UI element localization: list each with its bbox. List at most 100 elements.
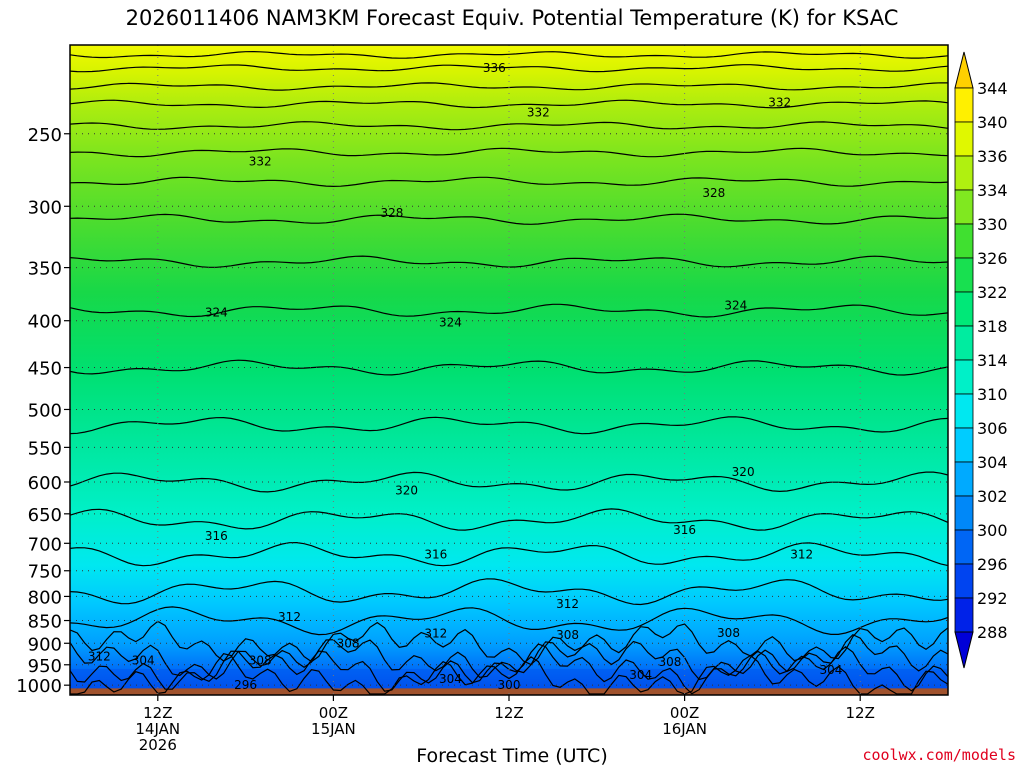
contour-label: 304 <box>132 654 155 668</box>
contour-line <box>69 50 949 59</box>
colorbar-label: 310 <box>977 385 1008 404</box>
contour-line <box>69 303 949 318</box>
y-tick-label: 900 <box>28 634 62 655</box>
colorbar-label: 302 <box>977 487 1008 506</box>
y-tick-label: 950 <box>28 656 62 677</box>
contour-label: 312 <box>790 548 813 562</box>
colorbar-segment <box>954 427 974 463</box>
contour-label: 304 <box>629 668 652 682</box>
contour-label: 332 <box>768 95 791 109</box>
contour-label: 300 <box>498 678 521 692</box>
colorbar-bottom-arrow <box>954 631 974 669</box>
contour-line <box>69 121 949 131</box>
colorbar-segment <box>954 393 974 429</box>
contour-labels: 336 332 332 332 328 328 324 324 324 320 320 316 316 3… <box>88 61 843 692</box>
contour-label: 304 <box>439 672 462 686</box>
colorbar-label: 318 <box>977 317 1008 336</box>
contour-line <box>69 176 949 188</box>
plot-frame <box>69 44 949 696</box>
colorbar-label: 326 <box>977 249 1008 268</box>
contour-label: 316 <box>424 548 447 562</box>
contour-label: 324 <box>205 306 228 320</box>
x-tick-label: 00Z <box>319 704 348 722</box>
colorbar-segment <box>954 189 974 225</box>
colorbar-segment <box>954 597 974 633</box>
y-tick-label: 300 <box>28 197 62 218</box>
colorbar-segment <box>954 121 974 157</box>
contour-label: 296 <box>234 678 257 692</box>
contour-label: 312 <box>88 649 111 663</box>
x-tick-label: 12Z <box>494 704 523 722</box>
y-tick-label: 250 <box>28 125 62 146</box>
y-tick-label: 800 <box>28 587 62 608</box>
colorbar-segment <box>954 223 974 259</box>
contour-label: 324 <box>439 316 462 330</box>
contour-label: 332 <box>527 106 550 120</box>
colorbar-segment <box>954 563 974 599</box>
y-tick-label: 600 <box>28 473 62 494</box>
contour-label: 324 <box>724 299 747 313</box>
contour-line <box>70 653 949 695</box>
contour-line <box>69 606 949 636</box>
colorbar-segment <box>954 529 974 565</box>
contour-line <box>69 359 949 376</box>
x-tick-label: 00Z <box>670 704 699 722</box>
y-tick-label: 450 <box>28 359 62 380</box>
contour-label: 304 <box>819 663 842 677</box>
colorbar-label: 296 <box>977 555 1008 574</box>
x-tick-label: 16JAN <box>662 720 707 738</box>
colorbar-segment <box>954 87 974 123</box>
contour-label: 332 <box>249 154 272 168</box>
colorbar-label: 306 <box>977 419 1008 438</box>
x-tick-label: 15JAN <box>311 720 356 738</box>
contour-label: 308 <box>249 654 272 668</box>
x-tick-label: 12Z <box>846 704 875 722</box>
contour-label: 328 <box>702 186 725 200</box>
y-tick-label: 500 <box>28 400 62 421</box>
contour-line <box>69 578 949 606</box>
colorbar-label: 344 <box>977 79 1008 98</box>
contour-line <box>69 416 949 435</box>
contour-label: 312 <box>424 626 447 640</box>
y-tick-label: 350 <box>28 259 62 280</box>
chart-title: 2026011406 NAM3KM Forecast Equiv. Potent… <box>125 6 899 30</box>
colorbar-label: 314 <box>977 351 1008 370</box>
colorbar-segment <box>954 325 974 361</box>
y-tick-label: 400 <box>28 312 62 333</box>
colorbar-top-arrow <box>954 51 974 89</box>
contour-label: 308 <box>556 628 579 642</box>
colorbar-label: 334 <box>977 181 1008 200</box>
colorbar-label: 322 <box>977 283 1008 302</box>
contour-label: 312 <box>556 597 579 611</box>
contour-line <box>69 541 949 567</box>
y-tick-label: 850 <box>28 612 62 633</box>
x-axis-title: Forecast Time (UTC) <box>416 745 608 767</box>
contour-label: 316 <box>205 529 228 543</box>
contour-label: 320 <box>395 484 418 498</box>
x-tick-label: 2026 <box>139 736 177 754</box>
y-tick-label: 650 <box>28 505 62 526</box>
colorbar-label: 340 <box>977 113 1008 132</box>
contour-label: 308 <box>659 655 682 669</box>
contour-label: 328 <box>380 206 403 220</box>
contour-label: 316 <box>673 523 696 537</box>
contour-label: 312 <box>278 610 301 624</box>
contour-line <box>69 147 949 158</box>
colorbar-segment <box>954 359 974 395</box>
y-axis: 2503003504004505005506006507007508008509… <box>16 125 70 697</box>
colorbar-segment <box>954 155 974 191</box>
contour-label: 336 <box>483 61 506 75</box>
colorbar-label: 300 <box>977 521 1008 540</box>
colorbar-label: 330 <box>977 215 1008 234</box>
colorbar: 344 340 336 334 330 326 322 318 314 310 306 304 302 3… <box>954 51 1008 669</box>
contour-line <box>69 633 949 681</box>
colorbar-segment <box>954 291 974 327</box>
contour-line <box>69 508 949 531</box>
x-tick-label: 12Z <box>143 704 172 722</box>
y-tick-label: 700 <box>28 534 62 555</box>
colorbar-label: 288 <box>977 623 1008 642</box>
colorbar-segment <box>954 257 974 293</box>
credit-link[interactable]: coolwx.com/models <box>862 746 1016 764</box>
